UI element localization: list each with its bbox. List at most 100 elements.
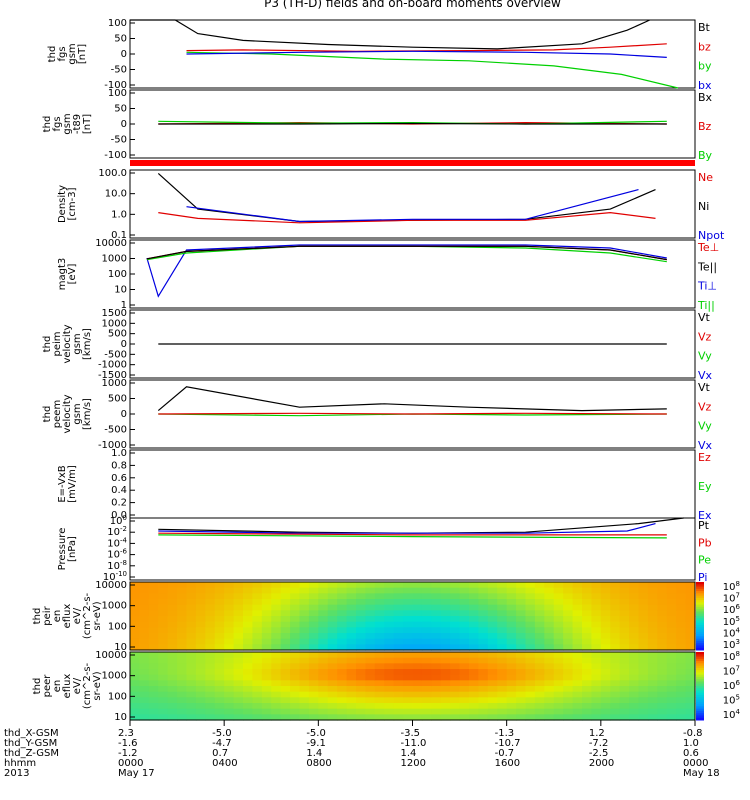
heatmap-cell xyxy=(365,708,376,715)
heatmap-cell xyxy=(412,714,423,721)
heatmap-cell xyxy=(261,691,272,698)
heatmap-cell xyxy=(158,674,169,681)
y-axis-label: peim xyxy=(52,331,63,356)
heatmap-cell xyxy=(214,621,225,628)
y-axis-label: eV/ xyxy=(72,677,83,694)
heatmap-cell xyxy=(252,697,263,704)
heatmap-cell xyxy=(327,638,338,645)
y-axis-label: [nPa] xyxy=(67,536,78,562)
heatmap-cell xyxy=(412,703,423,710)
x-row-value: -7.2 xyxy=(589,738,609,749)
heatmap-cell xyxy=(186,663,197,670)
heatmap-cell xyxy=(647,652,658,659)
heatmap-cell xyxy=(450,657,461,664)
heatmap-cell xyxy=(130,680,141,687)
heatmap-cell xyxy=(280,604,291,611)
heatmap-cell xyxy=(469,680,480,687)
heatmap-cell xyxy=(356,703,367,710)
y-axis-label: gsm xyxy=(62,113,73,134)
colorbar-segment xyxy=(696,710,704,714)
heatmap-cell xyxy=(337,627,348,634)
heatmap-cell xyxy=(224,691,235,698)
heatmap-cell xyxy=(177,644,188,651)
heatmap-cell xyxy=(676,691,687,698)
heatmap-cell xyxy=(271,657,282,664)
heatmap-cell xyxy=(582,627,593,634)
heatmap-cell xyxy=(356,680,367,687)
heatmap-cell xyxy=(685,599,696,606)
heatmap-cell xyxy=(139,599,150,606)
heatmap-cell xyxy=(469,587,480,594)
heatmap-cell xyxy=(421,714,432,721)
heatmap-cell xyxy=(516,627,527,634)
heatmap-cell xyxy=(534,616,545,623)
heatmap-cell xyxy=(487,621,498,628)
heatmap-cell xyxy=(553,669,564,676)
heatmap-cell xyxy=(214,691,225,698)
y-axis-label: sr-eV) xyxy=(92,671,103,700)
heatmap-cell xyxy=(158,599,169,606)
heatmap-cell xyxy=(525,686,536,693)
heatmap-cell xyxy=(591,582,602,589)
heatmap-cell xyxy=(629,610,640,617)
heatmap-cell xyxy=(139,697,150,704)
y-axis-label: fgs xyxy=(57,46,68,61)
heatmap-cell xyxy=(469,652,480,659)
colorbar-label: 106 xyxy=(723,603,741,616)
heatmap-cell xyxy=(233,691,244,698)
heatmap-cell xyxy=(224,680,235,687)
heatmap-cell xyxy=(544,708,555,715)
heatmap-cell xyxy=(233,714,244,721)
heatmap-cell xyxy=(459,621,470,628)
heatmap-cell xyxy=(327,657,338,664)
heatmap-cell xyxy=(195,610,206,617)
heatmap-cell xyxy=(186,599,197,606)
heatmap-cell xyxy=(487,674,498,681)
heatmap-cell xyxy=(356,697,367,704)
heatmap-cell xyxy=(346,633,357,640)
heatmap-cell xyxy=(337,657,348,664)
heatmap-cell xyxy=(299,663,310,670)
heatmap-cell xyxy=(600,610,611,617)
colorbar-segment xyxy=(696,611,704,615)
heatmap-cell xyxy=(148,633,159,640)
heatmap-cell xyxy=(582,680,593,687)
heatmap-cell xyxy=(365,587,376,594)
x-row-value: May 17 xyxy=(118,768,155,779)
heatmap-cell xyxy=(497,714,508,721)
heatmap-cell xyxy=(205,599,216,606)
heatmap-cell xyxy=(318,593,329,600)
heatmap-cell xyxy=(666,638,677,645)
heatmap-cell xyxy=(440,674,451,681)
colorbar-segment xyxy=(696,622,704,626)
heatmap-cell xyxy=(591,714,602,721)
y-tick-label: -1000 xyxy=(98,360,127,371)
heatmap-cell xyxy=(356,638,367,645)
heatmap-cell xyxy=(459,714,470,721)
series-bt-line xyxy=(130,19,651,50)
heatmap-cell xyxy=(469,703,480,710)
heatmap-cell xyxy=(393,621,404,628)
heatmap-cell xyxy=(629,627,640,634)
heatmap-cell xyxy=(629,616,640,623)
heatmap-cell xyxy=(290,587,301,594)
heatmap-cell xyxy=(167,621,178,628)
heatmap-cell xyxy=(487,652,498,659)
heatmap-cell xyxy=(450,697,461,704)
heatmap-cell xyxy=(318,691,329,698)
heatmap-cell xyxy=(346,708,357,715)
heatmap-cell xyxy=(478,680,489,687)
heatmap-cell xyxy=(130,610,141,617)
colorbar-label: 105 xyxy=(723,694,740,707)
heatmap-cell xyxy=(318,638,329,645)
heatmap-cell xyxy=(205,593,216,600)
heatmap-cell xyxy=(195,674,206,681)
colorbar-segment xyxy=(696,688,704,692)
heatmap-cell xyxy=(177,593,188,600)
colorbar-segment xyxy=(696,656,704,660)
heatmap-cell xyxy=(271,674,282,681)
heatmap-cell xyxy=(243,703,254,710)
heatmap-cell xyxy=(525,657,536,664)
heatmap-cell xyxy=(666,686,677,693)
heatmap-cell xyxy=(572,708,583,715)
